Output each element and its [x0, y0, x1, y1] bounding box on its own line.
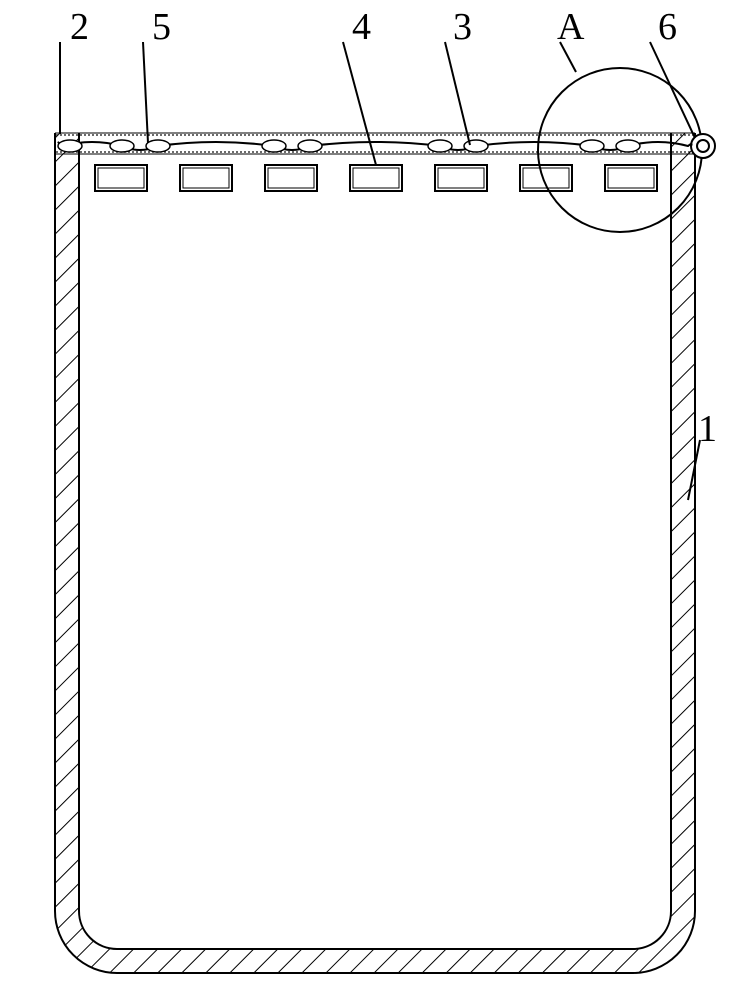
label-1: 1 — [698, 410, 717, 448]
pouch-wall-hatched — [55, 133, 695, 973]
label-3: 3 — [453, 8, 472, 46]
figure-stage: 2 5 4 3 A 6 1 — [0, 0, 750, 1000]
top-band — [55, 133, 695, 154]
tabs-row — [95, 165, 657, 191]
label-6: 6 — [658, 8, 677, 46]
label-A: A — [557, 8, 584, 46]
pouch-outlines — [55, 133, 695, 973]
leader-lines — [60, 42, 700, 500]
label-4: 4 — [352, 8, 371, 46]
label-2: 2 — [70, 8, 89, 46]
label-5: 5 — [152, 8, 171, 46]
technical-drawing — [0, 0, 750, 1000]
